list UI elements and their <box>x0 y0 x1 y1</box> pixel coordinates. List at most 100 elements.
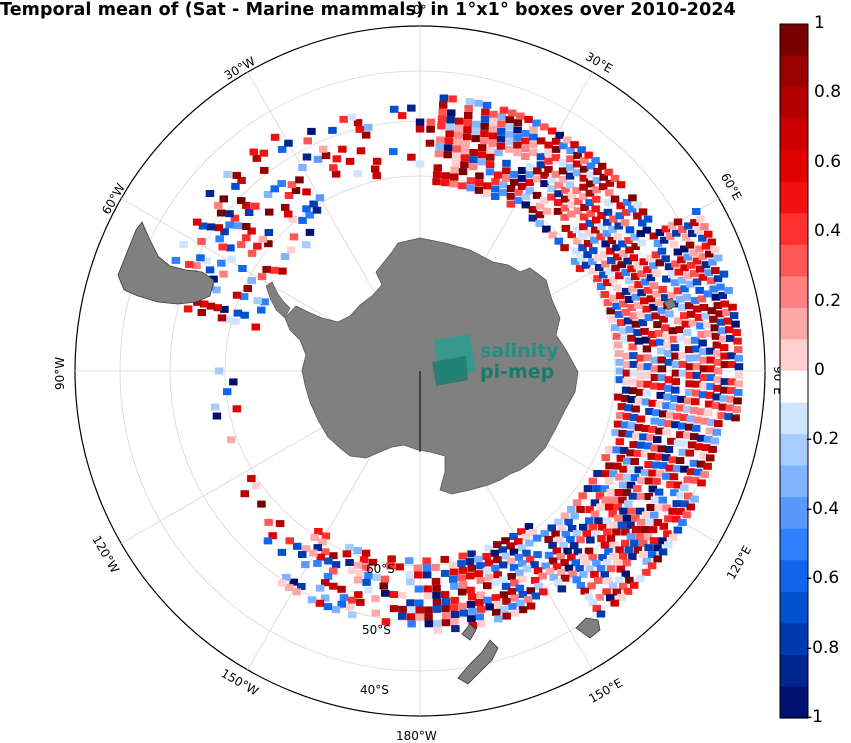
data-cell <box>633 485 642 492</box>
data-cell <box>573 151 582 159</box>
data-cell <box>538 572 547 580</box>
colorbar-segment <box>780 24 808 57</box>
data-cell <box>214 367 224 375</box>
data-cell <box>535 202 545 210</box>
data-cell <box>380 575 390 583</box>
data-cell <box>690 297 700 305</box>
data-cell <box>676 431 685 439</box>
data-cell <box>720 300 729 308</box>
data-cell <box>458 602 467 610</box>
data-cell <box>644 533 653 541</box>
data-cell <box>415 125 425 133</box>
data-cell <box>347 567 357 575</box>
data-cell <box>712 428 721 436</box>
data-cell <box>596 565 606 573</box>
data-cell <box>475 179 484 187</box>
data-cell <box>469 156 478 164</box>
data-cell <box>624 546 633 554</box>
data-cell <box>601 470 610 478</box>
data-cell <box>435 143 444 151</box>
data-cell <box>497 120 506 128</box>
data-cell <box>629 369 639 377</box>
data-cell <box>284 210 293 218</box>
data-cell <box>707 277 716 285</box>
data-cell <box>476 562 485 570</box>
data-cell <box>523 596 533 604</box>
data-cell <box>610 174 620 182</box>
data-cell <box>540 180 549 188</box>
data-cell <box>725 404 735 412</box>
data-cell <box>729 312 739 320</box>
data-cell <box>542 225 551 233</box>
data-cell <box>353 119 363 127</box>
data-cell <box>467 593 477 601</box>
data-cell <box>521 201 531 209</box>
data-cell <box>305 211 314 219</box>
data-cell <box>484 574 494 582</box>
data-cell <box>282 573 291 581</box>
data-cell <box>671 369 681 377</box>
data-cell <box>686 261 696 269</box>
data-cell <box>636 363 646 371</box>
data-cell <box>571 559 580 567</box>
data-cell <box>661 294 670 302</box>
data-cell <box>545 568 555 576</box>
data-cell <box>701 312 710 320</box>
data-cell <box>628 194 637 202</box>
data-cell <box>595 593 604 601</box>
data-cell <box>613 253 622 261</box>
data-cell <box>432 178 441 186</box>
data-cell <box>677 395 686 403</box>
data-cell <box>502 159 511 167</box>
data-cell <box>700 223 709 231</box>
data-cell <box>703 435 713 443</box>
data-cell <box>597 162 607 170</box>
data-cell <box>713 275 723 283</box>
data-cell <box>685 380 694 388</box>
data-cell <box>499 189 508 196</box>
data-cell <box>646 295 656 303</box>
data-cell <box>631 293 640 301</box>
data-cell <box>599 183 608 191</box>
data-cell <box>662 402 671 410</box>
data-cell <box>612 284 622 292</box>
data-cell <box>620 421 630 429</box>
data-cell <box>551 145 561 153</box>
data-cell <box>634 397 644 405</box>
data-cell <box>323 603 333 611</box>
data-cell <box>466 177 476 185</box>
data-cell <box>709 315 718 323</box>
data-cell <box>699 356 708 364</box>
data-cell <box>564 518 573 526</box>
data-cell <box>533 175 542 183</box>
colorbar-segment <box>780 686 808 719</box>
data-cell <box>565 172 575 180</box>
data-cell <box>678 519 687 526</box>
data-cell <box>603 559 612 567</box>
data-cell <box>467 564 476 572</box>
data-cell <box>270 133 280 141</box>
data-cell <box>379 582 388 590</box>
data-cell <box>667 222 677 229</box>
data-cell <box>640 297 649 305</box>
data-cell <box>525 539 534 547</box>
data-cell <box>637 239 646 247</box>
data-cell <box>555 536 564 544</box>
data-cell <box>648 485 658 493</box>
data-cell <box>625 576 634 584</box>
data-cell <box>657 445 667 453</box>
data-cell <box>321 579 330 587</box>
data-cell <box>514 188 523 196</box>
data-cell <box>531 592 540 600</box>
data-cell <box>590 570 599 578</box>
data-cell <box>585 506 594 514</box>
data-cell <box>602 279 612 287</box>
data-cell <box>558 158 568 166</box>
data-cell <box>220 305 229 313</box>
data-cell <box>264 518 273 526</box>
data-cell <box>242 223 251 230</box>
data-cell <box>433 164 442 172</box>
data-cell <box>460 161 469 169</box>
data-cell <box>534 583 543 590</box>
data-cell <box>226 244 235 252</box>
